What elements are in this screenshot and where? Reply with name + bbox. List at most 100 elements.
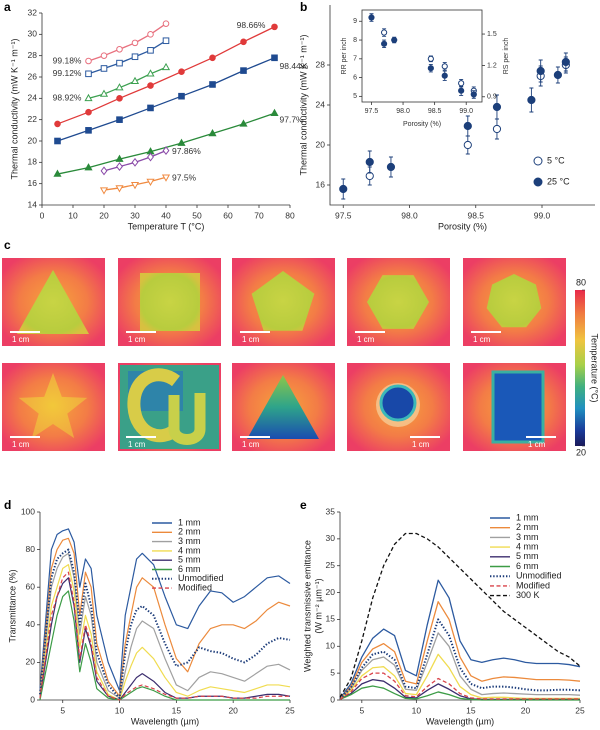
series-line	[339, 532, 581, 698]
thermal-image: 1 cm	[118, 258, 221, 346]
series-annotation: 99.12%	[53, 68, 82, 78]
x-axis-label: Wavelength (µm)	[426, 716, 494, 726]
x-tick-label: 80	[285, 210, 295, 220]
marker	[270, 108, 279, 117]
marker	[115, 83, 124, 91]
marker	[116, 162, 123, 172]
x-axis-label: Porosity (%)	[403, 121, 441, 128]
series-line	[39, 548, 291, 700]
marker	[458, 80, 465, 87]
marker	[99, 187, 109, 195]
marker	[463, 121, 472, 131]
marker	[365, 171, 374, 181]
sample-shape	[247, 375, 319, 439]
y-tick-label: 80	[26, 544, 36, 554]
y-tick-label: 16	[316, 179, 326, 189]
thermal-image: 1 cm	[232, 363, 335, 451]
marker	[441, 63, 448, 70]
y-tick-label: 20	[26, 657, 36, 667]
axis-box	[361, 9, 483, 103]
marker	[492, 102, 502, 112]
x-tick-label: 10	[68, 210, 78, 220]
marker	[85, 108, 92, 116]
y-tick-label: 8	[353, 37, 357, 44]
marker	[100, 166, 108, 176]
marker	[178, 92, 185, 100]
marker	[240, 38, 247, 46]
thermal-image: 1 cm	[347, 363, 450, 451]
legend-label: 5 mm	[178, 555, 201, 565]
series-line	[57, 57, 275, 142]
y-tick-label: 0	[30, 694, 35, 704]
x-tick-label: 50	[192, 210, 202, 220]
legend-label: 4 mm	[178, 545, 201, 555]
legend-label: 300 K	[516, 590, 540, 600]
marker	[53, 169, 62, 177]
y-axis-label: Thermal conductivity (mW K⁻¹ m⁻¹)	[9, 38, 19, 179]
colorbar-tick-label: 80	[576, 277, 586, 287]
series-annotation: 98.44%	[280, 61, 309, 71]
series-line	[339, 632, 581, 700]
legend-label: 4 mm	[516, 541, 539, 551]
marker	[161, 62, 171, 71]
y-tick-label: 20	[316, 139, 326, 149]
y-tick-label: 35	[326, 506, 336, 516]
legend-label: 1 mm	[178, 517, 201, 527]
marker	[131, 39, 139, 47]
y-tick-label: 22	[28, 114, 38, 124]
marker	[561, 57, 570, 67]
thermal-image: 1 cm	[2, 363, 105, 451]
y2-axis-label: RS per inch	[503, 38, 510, 75]
legend-label: 2 mm	[516, 522, 539, 532]
y-tick-label: 20	[326, 587, 336, 597]
marker	[161, 174, 171, 182]
axis	[329, 5, 595, 206]
series-line	[339, 685, 580, 701]
x-tick-label: 25	[285, 705, 295, 715]
marker	[365, 157, 374, 167]
scale-bar-label: 1 cm	[528, 440, 546, 449]
marker	[527, 95, 536, 105]
sample-shape	[491, 370, 545, 444]
sample-shape	[379, 384, 417, 422]
series-line	[39, 528, 291, 692]
series-annotation: 97.5%	[172, 173, 197, 183]
marker	[131, 53, 139, 61]
x-tick-label: 15	[172, 705, 182, 715]
series-line	[88, 23, 167, 62]
legend-marker	[533, 177, 543, 187]
panel-label: e	[300, 498, 307, 512]
series-line	[57, 26, 275, 125]
y-tick-label: 5	[330, 667, 335, 677]
marker	[381, 29, 388, 36]
scale-bar-label: 1 cm	[242, 440, 260, 449]
marker	[391, 36, 398, 44]
y-tick-label: 25	[326, 560, 336, 570]
x-tick-label: 98.0	[396, 108, 410, 115]
y-tick-label: 28	[316, 59, 326, 69]
y-tick-label: 5	[353, 93, 357, 100]
x-axis-label: Wavelength (µm)	[131, 716, 199, 726]
y-tick-label: 26	[28, 71, 38, 81]
legend-label: Unmodified	[178, 573, 224, 583]
marker	[162, 37, 170, 45]
marker	[147, 104, 154, 112]
legend-label: Modified	[516, 580, 550, 590]
marker	[177, 138, 186, 146]
x-axis-label: Temperature T (°C)	[128, 221, 205, 231]
marker	[463, 140, 472, 150]
legend-label: 3 mm	[516, 532, 539, 542]
x-tick-label: 5	[359, 705, 364, 715]
marker	[162, 20, 170, 27]
legend-label: 3 mm	[178, 536, 201, 546]
legend-label: 5 mm	[516, 551, 539, 561]
y-tick-label: 15	[326, 614, 336, 624]
thermal-image: 1 cm	[2, 258, 105, 346]
colorbar-label: Temperature (°C)	[590, 333, 600, 402]
marker	[536, 66, 545, 76]
marker	[130, 181, 140, 190]
series-line	[39, 590, 290, 701]
marker	[368, 14, 375, 21]
x-tick-label: 30	[130, 210, 140, 220]
legend-label: Unmodified	[516, 571, 562, 581]
